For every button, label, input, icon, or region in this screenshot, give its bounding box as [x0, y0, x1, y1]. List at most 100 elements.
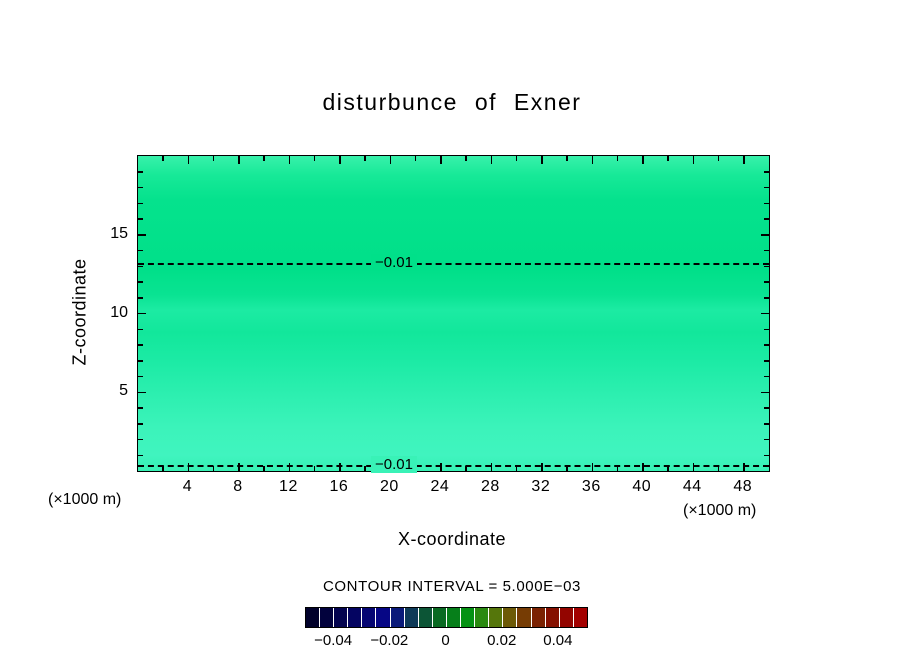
y-tick-mark [138, 186, 143, 189]
x-tick-label: 44 [682, 478, 702, 495]
y-tick-mark [764, 171, 769, 173]
x-tick-mark [667, 466, 669, 471]
x-tick-mark [288, 463, 291, 471]
y-tick-label: 5 [119, 382, 128, 400]
colorbar-cell [489, 608, 503, 627]
x-tick-label: 12 [279, 478, 298, 495]
x-tick-mark [238, 463, 240, 471]
chart-title: disturbunce of Exner [322, 89, 582, 115]
y-tick-mark [761, 391, 769, 393]
x-tick-mark [187, 463, 190, 471]
x-tick-label: 24 [430, 478, 450, 495]
y-axis-label: Z-coordinate [69, 258, 90, 366]
y-tick-mark [764, 265, 769, 267]
y-tick-mark [138, 312, 146, 315]
contour-interval-text: CONTOUR INTERVAL = 5.000E−03 [322, 578, 581, 595]
contour-line: −0.01 [138, 254, 769, 272]
x-tick-mark [263, 156, 265, 161]
x-tick-label: 40 [632, 478, 652, 495]
colorbar-cell [531, 608, 545, 627]
y-tick-mark [138, 328, 143, 330]
colorbar-cell [545, 608, 559, 627]
x-tick-label: 20 [379, 478, 399, 495]
x-tick-mark [339, 463, 341, 471]
x-tick-mark [490, 156, 493, 164]
contour-line-label: −0.01 [371, 455, 417, 473]
y-tick-mark [138, 265, 143, 267]
colorbar-cell [475, 608, 489, 627]
x-tick-mark [667, 156, 669, 161]
colorbar-cell [559, 608, 573, 627]
x-tick-label: 16 [329, 478, 349, 495]
colorbar-cell [348, 608, 362, 627]
colorbar-cell [432, 608, 446, 627]
x-tick-mark [743, 156, 745, 164]
x-tick-mark [212, 156, 215, 161]
colorbar-cell [362, 608, 376, 627]
y-axis-unit-label: (×1000 m) [48, 491, 122, 508]
x-tick-mark [566, 156, 568, 161]
contour-line-label: −0.01 [371, 254, 417, 272]
x-tick-mark [187, 156, 190, 164]
colorbar-tick-label: 0 [441, 632, 450, 649]
y-tick-mark [764, 249, 769, 252]
colorbar-cell [390, 608, 404, 627]
y-tick-mark [138, 218, 143, 220]
y-tick-mark [764, 423, 769, 425]
colorbar-cell [334, 608, 348, 627]
x-tick-mark [313, 466, 316, 471]
y-tick-mark [761, 312, 769, 315]
y-tick-mark [764, 218, 769, 220]
x-tick-label: 8 [233, 478, 243, 495]
colorbar-cell [306, 608, 320, 627]
x-tick-mark [490, 463, 493, 471]
y-tick-mark [764, 438, 769, 441]
y-tick-mark [764, 407, 769, 409]
y-tick-label: 15 [110, 224, 128, 242]
y-tick-mark [138, 249, 143, 252]
x-tick-mark [566, 466, 568, 471]
x-tick-mark [515, 466, 518, 471]
colorbar-tick-label: 0.02 [487, 632, 517, 649]
colorbar [305, 607, 588, 628]
x-tick-mark [591, 156, 594, 164]
y-tick-mark [138, 297, 143, 299]
y-tick-mark [761, 234, 769, 236]
x-tick-label: 4 [182, 478, 193, 495]
colorbar-cell [376, 608, 390, 627]
x-tick-mark [743, 463, 745, 471]
x-tick-mark [339, 156, 341, 164]
y-tick-mark [764, 186, 769, 189]
x-tick-mark [162, 466, 164, 471]
y-tick-mark [764, 202, 769, 204]
x-tick-label: 32 [531, 478, 551, 495]
y-tick-mark [138, 171, 143, 173]
y-tick-mark [138, 281, 143, 283]
y-tick-mark [138, 391, 146, 393]
x-tick-mark [642, 156, 644, 164]
y-tick-mark [138, 344, 143, 346]
plot-area: −0.01 −0.01 [137, 155, 770, 473]
y-tick-mark [764, 328, 769, 330]
colorbar-tick-label: −0.04 [314, 632, 353, 649]
x-tick-label: 36 [581, 478, 601, 495]
colorbar-tick-label: −0.02 [370, 632, 409, 649]
x-tick-mark [440, 156, 442, 164]
colorbar-cell [517, 608, 531, 627]
colorbar-tick-label: 0.04 [543, 632, 573, 649]
x-tick-mark [642, 463, 644, 471]
y-tick-label: 10 [110, 303, 128, 321]
x-tick-mark [162, 156, 164, 161]
x-tick-label: 28 [480, 478, 500, 495]
y-tick-mark [764, 454, 769, 456]
y-tick-mark [138, 360, 143, 362]
x-tick-mark [616, 156, 619, 161]
y-tick-mark [138, 438, 143, 441]
x-tick-mark [541, 156, 543, 164]
x-tick-label: 48 [733, 478, 753, 495]
y-tick-mark [138, 454, 143, 456]
x-tick-mark [717, 466, 720, 471]
x-tick-mark [692, 156, 695, 164]
x-tick-mark [414, 156, 417, 161]
